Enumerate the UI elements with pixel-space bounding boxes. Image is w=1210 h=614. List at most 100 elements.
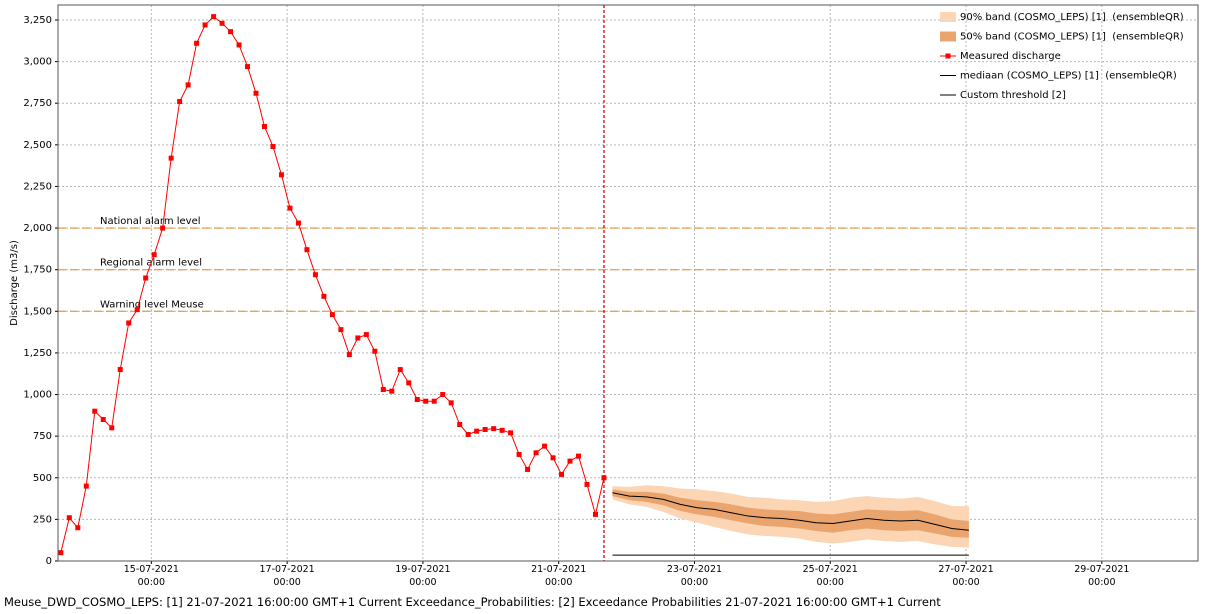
data-point bbox=[185, 82, 191, 88]
data-point bbox=[601, 475, 607, 481]
series-line bbox=[60, 15, 605, 553]
data-point bbox=[151, 252, 157, 258]
y-tick-label: 3,000 bbox=[23, 57, 52, 68]
x-tick-label: 27-07-2021 00:00 bbox=[938, 564, 994, 588]
y-tick-label: 2,750 bbox=[23, 98, 52, 109]
x-tick-label: 15-07-2021 00:00 bbox=[123, 564, 179, 588]
data-point bbox=[143, 275, 149, 281]
threshold-label: National alarm level bbox=[100, 216, 201, 227]
data-point bbox=[457, 421, 463, 427]
legend-swatch bbox=[940, 31, 956, 42]
y-tick-label: 2,500 bbox=[23, 140, 52, 151]
data-point bbox=[389, 388, 395, 394]
data-point bbox=[66, 515, 72, 521]
threshold-label: Warning level Meuse bbox=[100, 299, 204, 310]
y-tick-label: 3,250 bbox=[23, 15, 52, 26]
data-point bbox=[346, 352, 352, 358]
data-point bbox=[194, 40, 200, 46]
data-point bbox=[75, 525, 81, 531]
x-tick-label: 25-07-2021 00:00 bbox=[802, 564, 858, 588]
data-point bbox=[406, 380, 412, 386]
data-point bbox=[253, 90, 259, 96]
data-point bbox=[92, 408, 98, 414]
y-tick-label: 2,000 bbox=[23, 223, 52, 234]
y-tick-label: 1,250 bbox=[23, 348, 52, 359]
band bbox=[612, 489, 969, 538]
data-point bbox=[431, 398, 437, 404]
data-point bbox=[262, 124, 268, 130]
data-point bbox=[448, 400, 454, 406]
series-line bbox=[612, 492, 969, 531]
data-point bbox=[533, 450, 539, 456]
data-point bbox=[245, 64, 251, 70]
y-axis-label: Discharge (m3/s) bbox=[9, 240, 20, 326]
data-point bbox=[355, 335, 361, 341]
data-point bbox=[219, 20, 225, 26]
data-point bbox=[575, 453, 581, 459]
data-point bbox=[109, 425, 115, 431]
data-point bbox=[550, 455, 556, 461]
x-tick-label: 17-07-2021 00:00 bbox=[259, 564, 315, 588]
data-point bbox=[329, 312, 335, 318]
data-point bbox=[304, 247, 310, 253]
data-point bbox=[440, 392, 446, 398]
legend-swatch bbox=[945, 53, 951, 59]
data-point bbox=[287, 205, 293, 211]
data-point bbox=[160, 225, 166, 231]
data-point bbox=[474, 428, 480, 434]
legend-label: mediaan (COSMO_LEPS) [1] (ensembleQR) bbox=[960, 71, 1177, 82]
data-point bbox=[465, 431, 471, 437]
y-tick-label: 250 bbox=[33, 514, 52, 525]
data-point bbox=[278, 172, 284, 178]
data-point bbox=[414, 397, 420, 403]
data-point bbox=[516, 451, 522, 457]
x-tick-label: 29-07-2021 00:00 bbox=[1074, 564, 1130, 588]
data-point bbox=[338, 327, 344, 333]
caption: Meuse_DWD_COSMO_LEPS: [1] 21-07-2021 16:… bbox=[4, 595, 941, 609]
data-point bbox=[321, 293, 327, 299]
data-point bbox=[100, 417, 106, 423]
data-point bbox=[177, 99, 183, 105]
plot-frame bbox=[57, 4, 1199, 562]
data-point bbox=[499, 427, 505, 433]
y-tick-label: 0 bbox=[46, 556, 52, 567]
legend-label: 90% band (COSMO_LEPS) [1] (ensembleQR) bbox=[960, 12, 1184, 23]
x-tick-label: 21-07-2021 00:00 bbox=[531, 564, 587, 588]
data-point bbox=[312, 272, 318, 278]
legend-label: 50% band (COSMO_LEPS) [1] (ensembleQR) bbox=[960, 32, 1184, 43]
data-point bbox=[584, 481, 590, 487]
y-tick-label: 1,000 bbox=[23, 390, 52, 401]
data-point bbox=[236, 42, 242, 48]
y-tick-label: 1,750 bbox=[23, 265, 52, 276]
data-point bbox=[228, 29, 234, 35]
y-tick-label: 1,500 bbox=[23, 306, 52, 317]
data-point bbox=[126, 320, 132, 326]
data-point bbox=[202, 22, 208, 28]
data-point bbox=[397, 367, 403, 373]
data-point bbox=[559, 471, 565, 477]
data-point bbox=[542, 443, 548, 449]
data-point bbox=[117, 367, 123, 373]
data-point bbox=[270, 143, 276, 149]
data-point bbox=[491, 426, 497, 432]
data-point bbox=[508, 430, 514, 436]
data-point bbox=[295, 220, 301, 226]
y-tick-label: 750 bbox=[33, 431, 52, 442]
data-point bbox=[58, 550, 64, 556]
data-point bbox=[525, 466, 531, 472]
data-point bbox=[372, 348, 378, 354]
x-tick-label: 23-07-2021 00:00 bbox=[666, 564, 723, 588]
data-point bbox=[482, 426, 488, 432]
data-point bbox=[423, 398, 429, 404]
data-point bbox=[567, 458, 573, 464]
data-point bbox=[134, 307, 140, 313]
x-tick-label: 19-07-2021 00:00 bbox=[395, 564, 451, 588]
legend-swatch bbox=[940, 12, 956, 22]
data-point bbox=[83, 483, 89, 489]
data-point bbox=[380, 387, 386, 393]
data-point bbox=[363, 332, 369, 338]
legend-label: Measured discharge bbox=[960, 51, 1061, 62]
legend-label: Custom threshold [2] bbox=[960, 90, 1066, 101]
